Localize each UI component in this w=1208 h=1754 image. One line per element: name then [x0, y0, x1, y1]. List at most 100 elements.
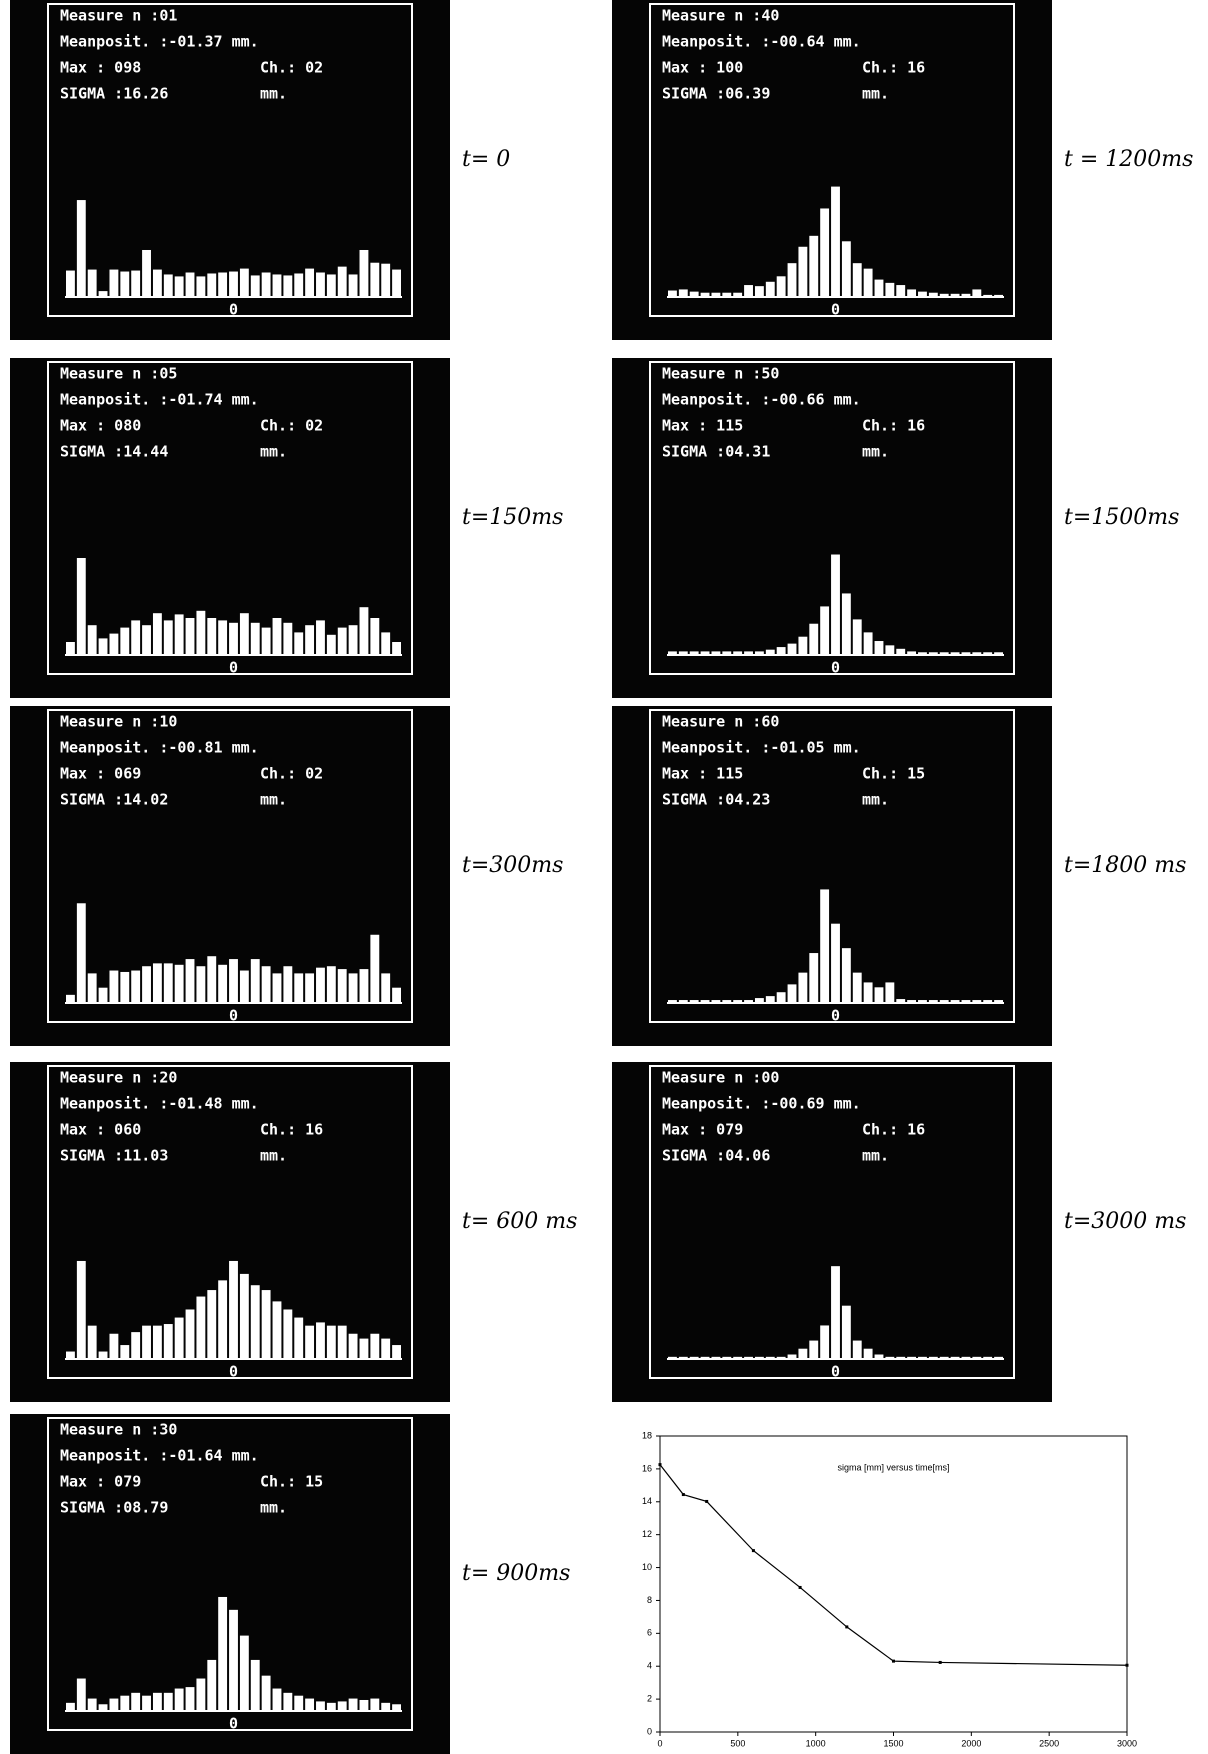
readout-measure: Measure n :40	[662, 7, 779, 25]
histogram-bar	[831, 924, 840, 1002]
histogram-bar	[66, 1352, 75, 1358]
histogram-bar	[744, 1000, 753, 1002]
readout-measure: Measure n :20	[60, 1069, 177, 1087]
readout-sigma: SIGMA :16.26	[60, 85, 168, 103]
readout-sigma-unit: mm.	[260, 85, 287, 103]
histogram-bar	[994, 1000, 1003, 1002]
histogram-bar	[164, 963, 173, 1002]
chart-title: sigma [mm] versus time[ms]	[837, 1462, 949, 1472]
histogram-bar	[875, 280, 884, 296]
histogram-bar	[186, 273, 195, 296]
histogram-bar	[305, 625, 314, 654]
histogram-bar	[381, 973, 390, 1002]
readout-sigma-unit: mm.	[260, 791, 287, 809]
readout-max: Max : 079	[60, 1473, 141, 1491]
readout-meanposit: Meanposit. :-00.69 mm.	[662, 1095, 861, 1113]
histogram-bar	[120, 1345, 129, 1358]
histogram-bar	[809, 624, 818, 654]
histogram-bar	[972, 1000, 981, 1002]
histogram-bar	[370, 1699, 379, 1710]
histogram-bar	[251, 1660, 260, 1710]
point-marker	[705, 1500, 708, 1503]
histogram-bar	[240, 1636, 249, 1710]
histogram-bar	[99, 638, 108, 654]
histogram-bar	[229, 1261, 238, 1358]
time-annotation: t=150ms	[462, 505, 563, 530]
histogram-bar	[66, 995, 75, 1002]
histogram-bar	[755, 651, 764, 654]
histogram-bar	[831, 555, 840, 654]
readout-sigma-unit: mm.	[862, 791, 889, 809]
sigma-line	[660, 1465, 1127, 1666]
histogram-bar	[175, 965, 184, 1002]
scope-screen: Measure n :50Meanposit. :-00.66 mm.Max :…	[612, 358, 1052, 698]
readout-sigma-unit: mm.	[862, 1147, 889, 1165]
x-tick-label: 0	[229, 1007, 238, 1025]
histogram-bar	[798, 1349, 807, 1358]
point-marker	[845, 1625, 848, 1628]
histogram-bar	[142, 1326, 151, 1358]
histogram-bar	[153, 1326, 162, 1358]
histogram-bar	[679, 289, 688, 296]
histogram-bar	[711, 1000, 720, 1002]
histogram-bar	[690, 1000, 699, 1002]
histogram-bar	[962, 294, 971, 296]
histogram-bar	[153, 270, 162, 296]
readout-sigma-unit: mm.	[260, 443, 287, 461]
histogram-bar	[940, 1357, 949, 1358]
histogram-bar	[875, 1355, 884, 1358]
histogram-bar	[77, 200, 86, 296]
histogram-bar	[142, 250, 151, 296]
histogram-bar	[951, 1000, 960, 1002]
histogram-bar	[983, 295, 992, 296]
point-marker	[682, 1493, 685, 1496]
histogram-bar	[196, 611, 205, 654]
histogram-bar	[668, 651, 677, 654]
histogram-bar	[744, 651, 753, 654]
readout-measure: Measure n :50	[662, 365, 779, 383]
histogram-bar	[392, 270, 401, 296]
histogram-bar	[842, 593, 851, 654]
time-annotation: t=300ms	[462, 853, 563, 878]
histogram-bar	[360, 607, 369, 654]
figure: Measure n :01Meanposit. :-01.37 mm.Max :…	[0, 0, 1208, 1754]
histogram-bar	[929, 293, 938, 296]
readout-meanposit: Meanposit. :-01.74 mm.	[60, 391, 259, 409]
scope-screen: Measure n :60Meanposit. :-01.05 mm.Max :…	[612, 706, 1052, 1046]
histogram-bar	[229, 1610, 238, 1710]
x-tick-label: 1500	[883, 1738, 903, 1748]
readout-sigma: SIGMA :08.79	[60, 1499, 168, 1517]
y-tick-label: 14	[642, 1496, 652, 1506]
histogram-bar	[338, 267, 347, 296]
readout-max: Max : 079	[662, 1121, 743, 1139]
time-annotation: t= 900ms	[462, 1561, 570, 1586]
histogram-bar	[733, 1357, 742, 1358]
scope-screen: Measure n :40Meanposit. :-00.64 mm.Max :…	[612, 0, 1052, 340]
histogram-bar	[99, 1352, 108, 1358]
histogram-bar	[305, 1699, 314, 1710]
readout-sigma: SIGMA :11.03	[60, 1147, 168, 1165]
histogram-bar	[929, 1000, 938, 1002]
histogram-bar	[777, 1357, 786, 1358]
histogram-bar	[766, 996, 775, 1002]
histogram-bar	[766, 650, 775, 654]
histogram-bar	[164, 1693, 173, 1710]
histogram-bar	[381, 632, 390, 654]
x-tick-label: 0	[831, 659, 840, 677]
readout-sigma-unit: mm.	[862, 443, 889, 461]
histogram-bar	[679, 651, 688, 654]
histogram-bar	[809, 236, 818, 296]
point-marker	[939, 1661, 942, 1664]
histogram-bar	[131, 971, 140, 1002]
histogram-bar	[722, 651, 731, 654]
histogram-bar	[701, 651, 710, 654]
scope-screen: Measure n :05Meanposit. :-01.74 mm.Max :…	[10, 358, 450, 698]
histogram-bar	[668, 1000, 677, 1002]
y-tick-label: 8	[647, 1595, 652, 1605]
y-tick-label: 4	[647, 1661, 652, 1671]
point-marker	[799, 1586, 802, 1589]
readout-channel: Ch.: 16	[260, 1121, 323, 1139]
histogram-bar	[283, 1693, 292, 1710]
histogram-bar	[896, 285, 905, 296]
readout-meanposit: Meanposit. :-01.37 mm.	[60, 33, 259, 51]
